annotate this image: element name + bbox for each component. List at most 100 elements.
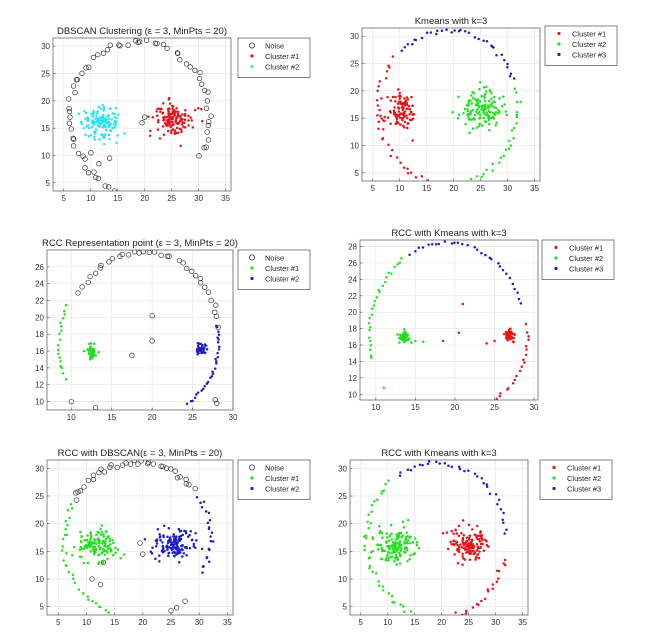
- data-point: [82, 561, 86, 565]
- data-point: [393, 601, 396, 604]
- data-point: [390, 532, 393, 536]
- data-point: [399, 549, 403, 552]
- data-point: [376, 89, 379, 93]
- data-point: [193, 396, 197, 399]
- data-point: [467, 469, 470, 472]
- data-point: [498, 395, 501, 398]
- x-tick-label: 20: [148, 413, 157, 422]
- data-point: [139, 120, 145, 126]
- data-point: [468, 534, 472, 538]
- data-point: [478, 546, 482, 550]
- x-tick-label: 35: [530, 184, 539, 193]
- data-point: [107, 535, 110, 538]
- series-1: [73, 460, 198, 614]
- data-point: [111, 112, 114, 115]
- data-point: [83, 110, 86, 113]
- data-point: [516, 291, 519, 294]
- data-point: [177, 560, 181, 564]
- data-point: [83, 545, 86, 548]
- data-point: [377, 85, 380, 88]
- data-point: [468, 552, 471, 555]
- x-tick-label: 5: [62, 194, 67, 203]
- x-tick-label: 30: [194, 194, 203, 203]
- x-tick-label: 30: [491, 618, 500, 627]
- series-1: [68, 250, 221, 410]
- data-point: [383, 549, 387, 553]
- series-2: [60, 503, 126, 614]
- data-point: [456, 241, 460, 244]
- data-point: [409, 535, 412, 538]
- data-point: [199, 342, 202, 345]
- data-point: [489, 116, 493, 120]
- data-point: [74, 497, 80, 503]
- data-point: [396, 262, 399, 266]
- data-point: [101, 103, 104, 107]
- data-point: [397, 541, 400, 545]
- data-point: [64, 377, 68, 381]
- data-point: [502, 95, 505, 98]
- data-point: [58, 356, 61, 359]
- data-point: [64, 528, 67, 531]
- data-point: [183, 112, 187, 116]
- data-point: [457, 29, 461, 33]
- data-point: [405, 107, 409, 111]
- data-point: [164, 253, 170, 259]
- legend-label: Cluster #1: [567, 464, 601, 473]
- data-point: [90, 54, 97, 61]
- data-point: [480, 476, 484, 480]
- data-point: [166, 253, 172, 259]
- data-point: [475, 549, 479, 552]
- data-point: [114, 546, 117, 550]
- chart-panel-6: 5 10 15 20 25 30 35 5 10 15 20 25 30 RCC with Kmeans …: [338, 448, 613, 627]
- data-point: [400, 116, 404, 120]
- data-point: [90, 534, 93, 538]
- data-point: [377, 288, 380, 292]
- data-point: [495, 580, 499, 584]
- data-point: [85, 111, 88, 115]
- data-point: [408, 557, 411, 561]
- data-point: [93, 545, 96, 548]
- data-point: [93, 174, 99, 181]
- data-point: [209, 539, 213, 543]
- data-point: [188, 533, 191, 537]
- data-point: [138, 460, 144, 464]
- series-3: [400, 28, 516, 80]
- data-point: [158, 554, 161, 557]
- data-point: [474, 110, 478, 113]
- data-point: [92, 111, 96, 114]
- data-point: [378, 524, 381, 528]
- legend-marker: [250, 486, 254, 491]
- x-tick-label: 25: [167, 618, 176, 627]
- data-point: [478, 117, 481, 120]
- data-point: [401, 118, 404, 122]
- chart-title: DBSCAN Clustering (ε = 3, MinPts = 20): [57, 26, 227, 37]
- data-point: [149, 313, 155, 319]
- x-tick-label: 20: [140, 194, 149, 203]
- data-point: [386, 559, 390, 562]
- data-point: [104, 47, 111, 53]
- data-point: [167, 526, 171, 530]
- data-point: [403, 46, 407, 49]
- data-point: [506, 65, 509, 69]
- points-layer: [363, 460, 508, 615]
- data-point: [209, 535, 212, 538]
- data-point: [166, 535, 169, 538]
- data-point: [462, 533, 466, 537]
- data-point: [137, 540, 143, 546]
- data-point: [59, 338, 62, 341]
- data-point: [169, 112, 173, 116]
- data-point: [384, 280, 387, 284]
- data-point: [82, 349, 86, 353]
- data-point: [93, 342, 96, 346]
- data-point: [406, 539, 410, 542]
- y-tick-label: 22: [35, 297, 44, 306]
- data-point: [117, 113, 120, 116]
- data-point: [482, 172, 485, 176]
- data-point: [517, 297, 521, 301]
- data-point: [175, 106, 178, 110]
- data-point: [404, 537, 408, 541]
- legend-marker: [552, 476, 556, 480]
- data-point: [208, 518, 212, 522]
- y-tick-label: 25: [35, 492, 44, 501]
- data-point: [81, 592, 85, 595]
